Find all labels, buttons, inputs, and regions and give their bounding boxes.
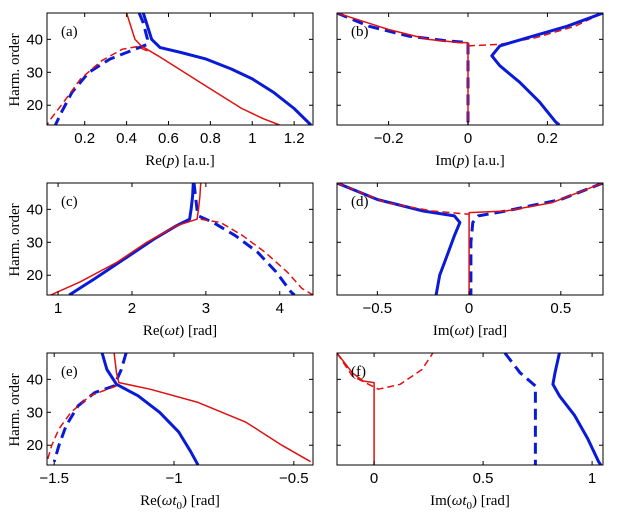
x-tick-label: 1 xyxy=(588,470,596,487)
series-line-1 xyxy=(337,13,469,125)
series-line-2 xyxy=(468,183,603,295)
y-tick-label: 40 xyxy=(26,201,43,218)
x-tick-label: 0 xyxy=(370,470,378,487)
series-line-2 xyxy=(467,13,603,47)
panel-tag: (a) xyxy=(61,24,78,40)
panel-1: −0.2 0 0.2 (b) Im(p) [a.u.] xyxy=(336,12,604,169)
panel-tag: (d) xyxy=(351,194,369,210)
series-line-1 xyxy=(192,183,296,295)
x-axis-label: Re(ωt0) [rad] xyxy=(140,493,220,512)
panel-0: 0.2 0.4 0.6 0.8 1 1.2 20 30 40 (a) Re(p) [a.u.] xyxy=(26,12,314,169)
axes-frame xyxy=(336,182,604,296)
series-line-2 xyxy=(113,353,311,463)
series-line-3 xyxy=(47,385,117,462)
x-tick-label: 0.2 xyxy=(537,130,558,147)
axes-frame xyxy=(46,182,314,296)
series-group xyxy=(337,13,603,125)
x-tick-label: −0.5 xyxy=(363,300,393,317)
ylabel-bottom: Harm. order xyxy=(7,373,23,446)
series-line-3 xyxy=(551,353,603,465)
panel-tag: (e) xyxy=(61,364,78,380)
series-group xyxy=(337,183,603,295)
y-tick-label: 20 xyxy=(26,267,43,284)
x-tick-label: 4 xyxy=(276,300,284,317)
axes-frame xyxy=(336,12,604,126)
series-line-0 xyxy=(141,13,312,125)
y-tick-label: 30 xyxy=(26,404,43,421)
series-line-3 xyxy=(47,45,148,125)
x-axis-label: Re(p) [a.u.] xyxy=(145,153,215,169)
axes-frame xyxy=(336,352,604,466)
x-tick-label: 0.8 xyxy=(200,130,221,147)
x-tick-label: 0.2 xyxy=(74,130,95,147)
series-line-3 xyxy=(490,13,603,125)
series-group xyxy=(337,353,603,465)
x-axis-label: Im(ωt) [rad] xyxy=(433,323,507,339)
x-tick-label: −1 xyxy=(165,470,182,487)
y-tick-label: 40 xyxy=(26,31,43,48)
panel-5: 0 0.5 1 (f) Im(ωt0) [rad] xyxy=(336,352,604,512)
x-tick-label: 1 xyxy=(248,130,256,147)
x-axis-label: Im(ωt0) [rad] xyxy=(430,493,510,512)
x-tick-label: 0.5 xyxy=(550,300,571,317)
axes-frame xyxy=(46,352,314,466)
ylabel-middle: Harm. order xyxy=(7,203,23,276)
panel-3: −0.5 0 0.5 (d) Im(ωt) [rad] xyxy=(336,182,604,339)
panel-tag: (c) xyxy=(61,194,78,210)
series-line-1 xyxy=(469,183,603,295)
x-tick-label: 0 xyxy=(465,300,473,317)
y-tick-label: 20 xyxy=(26,97,43,114)
series-line-1 xyxy=(54,13,149,125)
x-tick-label: −0.5 xyxy=(279,470,309,487)
series-line-0 xyxy=(337,353,375,465)
series-line-3 xyxy=(337,183,470,216)
x-tick-label: −0.2 xyxy=(374,130,404,147)
y-tick-label: 30 xyxy=(26,234,43,251)
x-tick-label: 1.2 xyxy=(284,130,305,147)
x-tick-label: −1.5 xyxy=(39,470,69,487)
series-line-2 xyxy=(125,13,280,125)
y-tick-label: 40 xyxy=(26,371,43,388)
series-group xyxy=(47,353,311,465)
series-group xyxy=(50,183,313,295)
series-group xyxy=(47,13,312,125)
panel-tag: (f) xyxy=(351,364,366,380)
panel-4: −1.5 −1 −0.5 20 30 40 (e) Re(ωt0) [rad] xyxy=(26,352,314,512)
panel-2: 1 2 3 4 20 30 40 (c) Re(ωt) [rad] xyxy=(26,182,314,339)
series-line-2 xyxy=(50,183,202,295)
x-tick-label: 0.4 xyxy=(116,130,137,147)
x-tick-label: 0.5 xyxy=(473,470,494,487)
x-axis-label: Im(p) [a.u.] xyxy=(435,153,505,169)
series-line-3 xyxy=(200,218,313,295)
series-line-0 xyxy=(100,353,200,465)
x-tick-label: 1 xyxy=(54,300,62,317)
x-tick-label: 2 xyxy=(128,300,136,317)
series-line-2 xyxy=(503,353,537,465)
axes-frame xyxy=(46,12,314,126)
x-axis-label: Re(ωt) [rad] xyxy=(143,323,217,339)
series-line-1 xyxy=(337,353,434,390)
panel-tag: (b) xyxy=(351,24,369,40)
y-tick-label: 20 xyxy=(26,437,43,454)
y-tick-label: 30 xyxy=(26,64,43,81)
ylabel-top: Harm. order xyxy=(7,33,23,106)
series-line-1 xyxy=(52,353,128,463)
x-tick-label: 3 xyxy=(202,300,210,317)
x-tick-label: 0.6 xyxy=(158,130,179,147)
x-tick-label: 0 xyxy=(464,130,472,147)
